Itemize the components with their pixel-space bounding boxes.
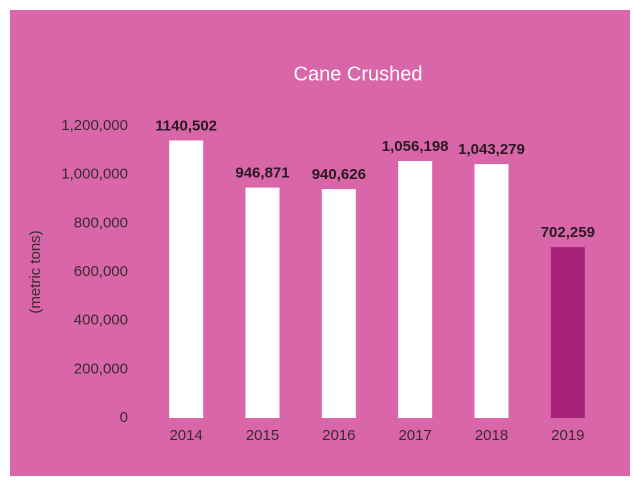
data-label: 1,043,279 [458, 141, 525, 158]
bar [169, 140, 204, 418]
data-label: 1140,502 [155, 117, 217, 134]
data-label: 946,871 [235, 165, 289, 182]
y-tick-label: 200,000 [74, 360, 128, 377]
bar [474, 164, 509, 418]
y-tick-label: 1,200,000 [61, 117, 128, 134]
y-axis-label: (metric tons) [27, 230, 44, 313]
x-tick-label: 2019 [551, 427, 584, 444]
y-tick-label: 800,000 [74, 214, 128, 231]
data-label: 940,626 [312, 166, 366, 183]
chart-background [10, 10, 630, 476]
bar [398, 160, 433, 418]
data-label: 1,056,198 [382, 138, 449, 155]
chart-title: Cane Crushed [294, 63, 423, 85]
x-tick-label: 2017 [398, 427, 431, 444]
bar [550, 247, 585, 418]
y-tick-label: 400,000 [74, 312, 128, 329]
y-tick-label: 0 [120, 409, 128, 426]
x-tick-label: 2014 [169, 427, 202, 444]
x-tick-label: 2016 [322, 427, 355, 444]
data-label: 702,259 [541, 224, 595, 241]
bar [321, 189, 356, 418]
x-tick-label: 2015 [246, 427, 279, 444]
x-tick-label: 2018 [475, 427, 508, 444]
bar [245, 187, 280, 418]
y-tick-label: 1,000,000 [61, 166, 128, 183]
y-tick-label: 600,000 [74, 263, 128, 280]
